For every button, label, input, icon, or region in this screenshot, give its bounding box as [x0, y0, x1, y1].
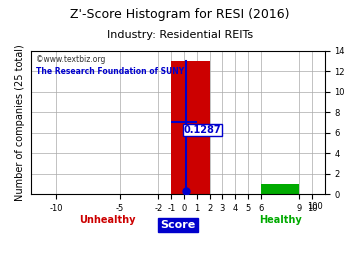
Text: Z'-Score Histogram for RESI (2016): Z'-Score Histogram for RESI (2016)	[70, 8, 290, 21]
Y-axis label: Number of companies (25 total): Number of companies (25 total)	[15, 44, 25, 201]
Bar	[171, 61, 210, 194]
Text: Score: Score	[160, 220, 195, 230]
Text: Industry: Residential REITs: Industry: Residential REITs	[107, 30, 253, 40]
Text: 0.1287: 0.1287	[184, 125, 221, 135]
Text: ©www.textbiz.org: ©www.textbiz.org	[36, 55, 106, 64]
Text: Unhealthy: Unhealthy	[79, 215, 136, 225]
Text: The Research Foundation of SUNY: The Research Foundation of SUNY	[36, 67, 185, 76]
Text: Healthy: Healthy	[258, 215, 301, 225]
Bar	[261, 184, 299, 194]
Text: 100: 100	[307, 202, 323, 211]
